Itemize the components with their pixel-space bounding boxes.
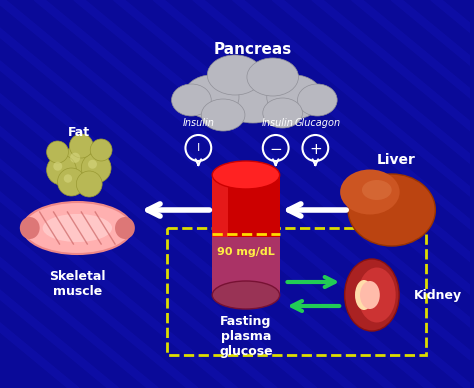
- Text: Kidney: Kidney: [413, 289, 462, 301]
- Ellipse shape: [355, 280, 373, 310]
- Ellipse shape: [212, 281, 280, 309]
- Text: −: −: [269, 142, 282, 156]
- Bar: [212, 237, 280, 295]
- Bar: [166, 228, 427, 355]
- Ellipse shape: [298, 84, 337, 116]
- Circle shape: [46, 141, 68, 163]
- Circle shape: [57, 168, 85, 196]
- Circle shape: [64, 174, 72, 183]
- Ellipse shape: [23, 202, 132, 254]
- Ellipse shape: [20, 217, 40, 239]
- Circle shape: [63, 145, 96, 179]
- Text: 90 mg/dL: 90 mg/dL: [217, 247, 275, 257]
- Text: Fasting
plasma
glucose: Fasting plasma glucose: [219, 315, 273, 358]
- Ellipse shape: [358, 267, 396, 322]
- Text: Pancreas: Pancreas: [214, 43, 292, 57]
- Ellipse shape: [263, 98, 302, 128]
- Ellipse shape: [345, 259, 399, 331]
- Ellipse shape: [172, 84, 211, 116]
- Text: Fat: Fat: [68, 125, 91, 139]
- Ellipse shape: [340, 170, 400, 215]
- Circle shape: [53, 162, 62, 171]
- Ellipse shape: [115, 217, 135, 239]
- Circle shape: [69, 134, 93, 158]
- Ellipse shape: [267, 75, 322, 119]
- Text: Liver: Liver: [377, 153, 416, 167]
- Circle shape: [88, 160, 97, 169]
- Circle shape: [70, 152, 80, 163]
- Bar: [212, 175, 280, 295]
- Bar: [212, 175, 228, 295]
- Ellipse shape: [183, 75, 239, 119]
- Circle shape: [46, 155, 76, 185]
- Ellipse shape: [360, 281, 380, 309]
- Circle shape: [76, 171, 102, 197]
- Ellipse shape: [247, 58, 299, 96]
- Circle shape: [82, 153, 111, 183]
- Ellipse shape: [348, 174, 435, 246]
- Ellipse shape: [215, 67, 291, 123]
- Text: Glucagon: Glucagon: [294, 118, 340, 128]
- Ellipse shape: [207, 55, 263, 95]
- Ellipse shape: [362, 180, 392, 200]
- Ellipse shape: [212, 161, 280, 189]
- Text: I: I: [197, 143, 200, 153]
- Text: +: +: [309, 142, 322, 156]
- Text: Insulin: Insulin: [182, 118, 214, 128]
- Text: Skeletal
muscle: Skeletal muscle: [49, 270, 106, 298]
- Ellipse shape: [43, 214, 112, 242]
- Circle shape: [90, 139, 112, 161]
- Text: Insulin: Insulin: [262, 118, 293, 128]
- Ellipse shape: [201, 99, 245, 131]
